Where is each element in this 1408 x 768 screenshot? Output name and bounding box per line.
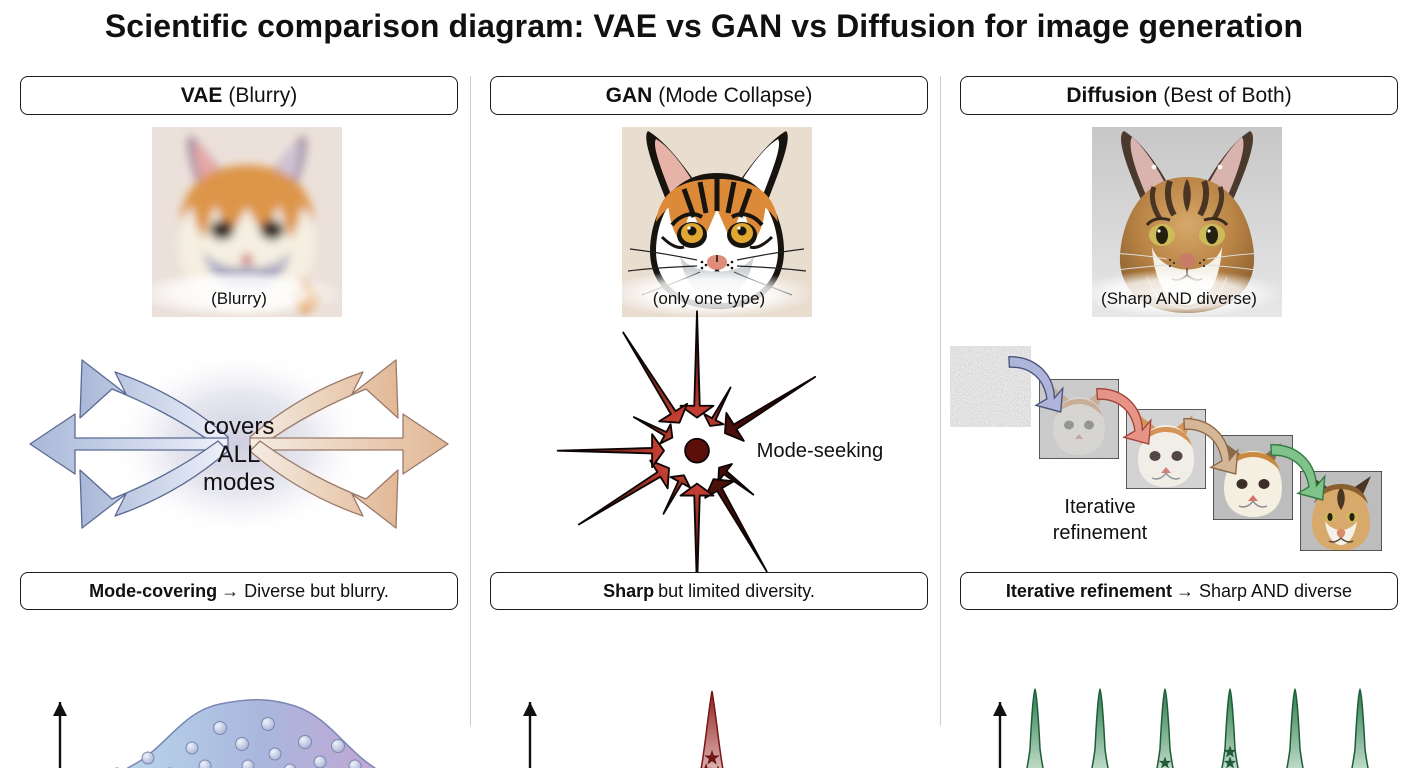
svg-text:Mode-seeking: Mode-seeking [757,440,884,462]
svg-text:modes: modes [203,469,275,496]
svg-text:ALL: ALL [218,441,261,468]
svg-text:covers: covers [204,413,275,440]
